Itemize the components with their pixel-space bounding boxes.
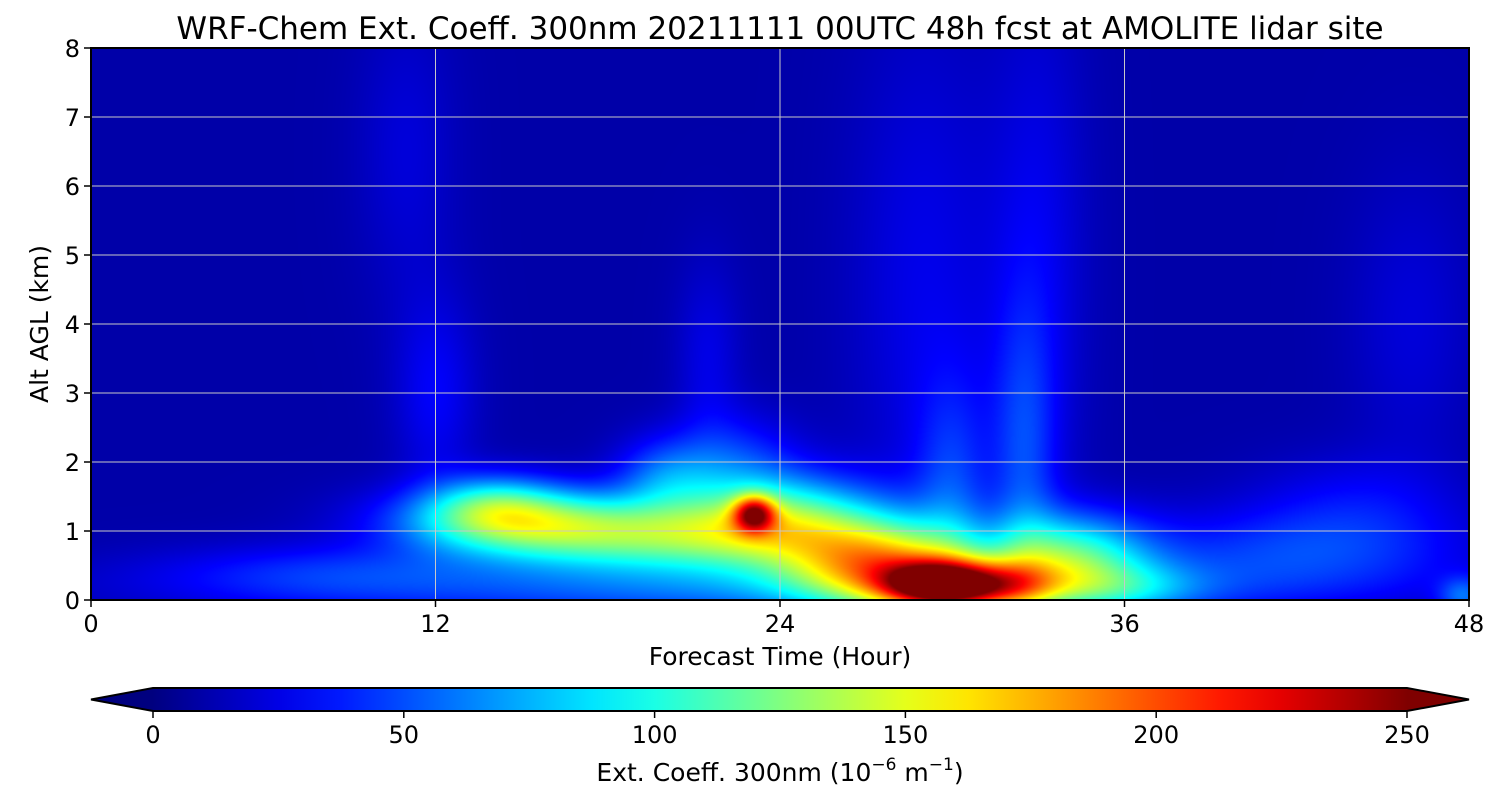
x-axis: 0 12 24 36 48 <box>83 600 1484 638</box>
colorbar-label-exponent-2: −1 <box>929 755 954 775</box>
y-tick-label: 0 <box>65 587 80 615</box>
colorbar-extend-min <box>91 688 153 711</box>
colorbar-ticks: 0 50 100 150 200 250 <box>145 711 1430 749</box>
colorbar-label-exponent-1: −6 <box>871 755 896 775</box>
colorbar-label-main: Ext. Coeff. 300nm (10 <box>596 758 871 787</box>
x-tick-label: 36 <box>1109 610 1140 638</box>
colorbar-tick-label: 200 <box>1133 721 1179 749</box>
chart-title: WRF-Chem Ext. Coeff. 300nm 20211111 00UT… <box>176 11 1383 47</box>
colorbar-tick-label: 50 <box>389 721 420 749</box>
y-tick-label: 8 <box>65 35 80 63</box>
y-tick-label: 7 <box>65 104 80 132</box>
colorbar-label-unit: m <box>896 758 928 787</box>
colorbar: 0 50 100 150 200 250 Ext. Coeff. 300nm (10−6 … <box>90 687 1470 787</box>
colorbar-tick-label: 100 <box>632 721 678 749</box>
colorbar-tick-label: 250 <box>1384 721 1430 749</box>
x-tick-label: 48 <box>1454 610 1485 638</box>
y-tick-label: 5 <box>65 242 80 270</box>
y-axis: 0 1 2 3 4 5 6 7 8 <box>65 35 91 615</box>
y-tick-label: 2 <box>65 449 80 477</box>
y-tick-label: 3 <box>65 380 80 408</box>
y-tick-label: 6 <box>65 173 80 201</box>
x-axis-label: Forecast Time (Hour) <box>649 642 912 671</box>
y-tick-label: 4 <box>65 311 80 339</box>
colorbar-tick-label: 0 <box>145 721 160 749</box>
colorbar-label: Ext. Coeff. 300nm (10−6 m−1) <box>596 755 963 787</box>
x-tick-label: 0 <box>83 610 98 638</box>
colorbar-label-close: ) <box>954 758 964 787</box>
y-axis-label: Alt AGL (km) <box>25 245 54 403</box>
plot-area <box>90 47 1470 601</box>
x-tick-label: 24 <box>765 610 796 638</box>
colorbar-extend-max <box>1407 688 1469 711</box>
colorbar-tick-label: 150 <box>882 721 928 749</box>
colorbar-body <box>153 688 1407 711</box>
y-tick-label: 1 <box>65 518 80 546</box>
x-tick-label: 12 <box>420 610 451 638</box>
